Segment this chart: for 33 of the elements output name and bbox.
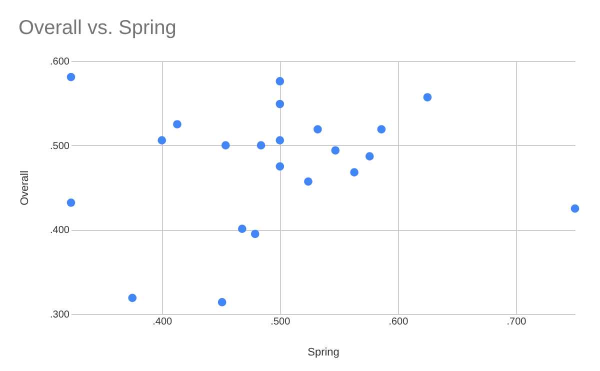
point	[377, 125, 386, 134]
point	[66, 72, 76, 82]
chart-title: Overall vs. Spring	[18, 17, 176, 39]
point	[250, 230, 260, 238]
point	[276, 162, 284, 171]
x-axis-title: Spring	[308, 346, 340, 358]
point	[365, 152, 374, 160]
point	[350, 168, 358, 176]
point	[304, 177, 312, 186]
point	[158, 136, 166, 144]
y-tick-label: .400	[50, 225, 70, 236]
point	[331, 146, 340, 155]
point	[256, 141, 266, 150]
y-tick-label: .300	[50, 310, 70, 320]
y-tick-label: .600	[50, 56, 70, 68]
point	[423, 93, 432, 102]
point	[66, 198, 76, 207]
x-tick-label: .600	[388, 316, 409, 328]
point	[276, 77, 284, 86]
x-tick-label: .700	[506, 316, 527, 328]
x-tick-label: .400	[152, 316, 173, 328]
point	[276, 100, 284, 108]
point	[276, 136, 284, 144]
x-tick-label: .500	[270, 316, 291, 328]
point	[218, 298, 226, 306]
point	[173, 120, 182, 128]
point	[570, 204, 580, 213]
point	[221, 141, 230, 150]
point	[238, 224, 246, 233]
y-tick-label: .500	[50, 140, 70, 152]
point	[128, 294, 137, 302]
y-axis-title: Overall	[19, 170, 32, 206]
point	[314, 125, 322, 134]
